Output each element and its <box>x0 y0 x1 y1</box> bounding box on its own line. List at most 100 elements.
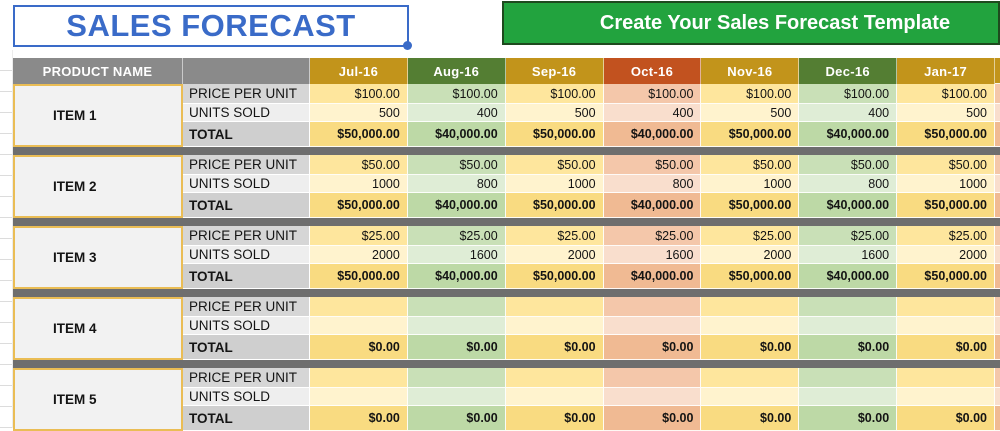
textbox-resize-handle[interactable] <box>403 41 412 50</box>
month-header-jan-17[interactable]: Jan-17 <box>897 58 995 84</box>
price-cell-oct-16[interactable] <box>603 297 702 317</box>
total-cell-jan-17[interactable]: $50,000.00 <box>897 264 995 289</box>
units-cell-dec-16[interactable]: 800 <box>799 175 898 193</box>
row-label-total[interactable]: TOTAL <box>183 406 310 431</box>
row-label-total[interactable]: TOTAL <box>183 264 310 289</box>
row-label-price[interactable]: PRICE PER UNIT <box>183 155 310 175</box>
total-cell-nov-16[interactable]: $0.00 <box>701 406 800 431</box>
product-name-cell[interactable]: ITEM 4 <box>13 297 183 360</box>
units-cell-aug-16[interactable]: 400 <box>407 104 506 122</box>
total-cell-jan-17[interactable]: $50,000.00 <box>897 193 995 218</box>
total-cell-aug-16[interactable]: $0.00 <box>407 335 506 360</box>
row-label-price[interactable]: PRICE PER UNIT <box>183 297 310 317</box>
product-name-cell[interactable]: ITEM 2 <box>13 155 183 218</box>
total-cell-oct-16[interactable]: $0.00 <box>603 335 702 360</box>
price-cell-jul-16[interactable]: $100.00 <box>310 84 408 104</box>
price-cell-jul-16[interactable] <box>310 368 408 388</box>
units-cell-jan-17[interactable] <box>897 388 995 406</box>
month-header-nov-16[interactable]: Nov-16 <box>701 58 800 84</box>
total-cell-sep-16[interactable]: $0.00 <box>505 406 604 431</box>
price-cell-dec-16[interactable] <box>799 368 898 388</box>
row-label-units[interactable]: UNITS SOLD <box>183 388 310 406</box>
units-cell-oct-16[interactable] <box>603 388 702 406</box>
price-cell-jan-17[interactable]: $50.00 <box>897 155 995 175</box>
units-cell-jan-17[interactable]: 500 <box>897 104 995 122</box>
price-cell-jan-17[interactable] <box>897 368 995 388</box>
price-cell-dec-16[interactable] <box>799 297 898 317</box>
row-label-units[interactable]: UNITS SOLD <box>183 175 310 193</box>
total-cell-oct-16[interactable]: $40,000.00 <box>603 122 702 147</box>
price-cell-sep-16[interactable] <box>505 297 604 317</box>
price-cell-aug-16[interactable]: $100.00 <box>407 84 506 104</box>
units-cell-nov-16[interactable]: 1000 <box>701 175 800 193</box>
price-cell-sep-16[interactable]: $50.00 <box>505 155 604 175</box>
total-cell-aug-16[interactable]: $40,000.00 <box>407 264 506 289</box>
total-cell-oct-16[interactable]: $40,000.00 <box>603 193 702 218</box>
product-name-cell[interactable]: ITEM 5 <box>13 368 183 431</box>
total-cell-jan-17[interactable]: $0.00 <box>897 335 995 360</box>
price-cell-jul-16[interactable]: $50.00 <box>310 155 408 175</box>
price-cell-aug-16[interactable]: $25.00 <box>407 226 506 246</box>
price-cell-nov-16[interactable] <box>701 368 800 388</box>
product-name-header[interactable]: PRODUCT NAME <box>13 58 183 84</box>
row-label-units[interactable]: UNITS SOLD <box>183 104 310 122</box>
total-cell-dec-16[interactable]: $40,000.00 <box>799 193 898 218</box>
units-cell-sep-16[interactable]: 2000 <box>505 246 604 264</box>
total-cell-sep-16[interactable]: $50,000.00 <box>505 122 604 147</box>
price-cell-sep-16[interactable]: $100.00 <box>505 84 604 104</box>
units-cell-sep-16[interactable]: 1000 <box>505 175 604 193</box>
price-cell-oct-16[interactable]: $25.00 <box>603 226 702 246</box>
total-cell-jul-16[interactable]: $0.00 <box>310 406 408 431</box>
price-cell-aug-16[interactable] <box>407 368 506 388</box>
units-cell-jul-16[interactable]: 2000 <box>310 246 408 264</box>
total-cell-jul-16[interactable]: $50,000.00 <box>310 264 408 289</box>
units-cell-dec-16[interactable] <box>799 317 898 335</box>
total-cell-oct-16[interactable]: $40,000.00 <box>603 264 702 289</box>
units-cell-jul-16[interactable]: 1000 <box>310 175 408 193</box>
template-banner-button[interactable]: Create Your Sales Forecast Template <box>502 1 1000 45</box>
total-cell-jul-16[interactable]: $0.00 <box>310 335 408 360</box>
row-label-price[interactable]: PRICE PER UNIT <box>183 84 310 104</box>
total-cell-dec-16[interactable]: $40,000.00 <box>799 122 898 147</box>
price-cell-aug-16[interactable]: $50.00 <box>407 155 506 175</box>
month-header-jul-16[interactable]: Jul-16 <box>310 58 408 84</box>
row-label-price[interactable]: PRICE PER UNIT <box>183 226 310 246</box>
units-cell-sep-16[interactable] <box>505 317 604 335</box>
price-cell-nov-16[interactable]: $100.00 <box>701 84 800 104</box>
price-cell-oct-16[interactable] <box>603 368 702 388</box>
product-name-cell[interactable]: ITEM 3 <box>13 226 183 289</box>
row-label-total[interactable]: TOTAL <box>183 193 310 218</box>
units-cell-oct-16[interactable]: 1600 <box>603 246 702 264</box>
units-cell-dec-16[interactable]: 400 <box>799 104 898 122</box>
total-cell-dec-16[interactable]: $0.00 <box>799 406 898 431</box>
total-cell-nov-16[interactable]: $50,000.00 <box>701 264 800 289</box>
total-cell-jul-16[interactable]: $50,000.00 <box>310 193 408 218</box>
units-cell-aug-16[interactable]: 1600 <box>407 246 506 264</box>
units-cell-jul-16[interactable]: 500 <box>310 104 408 122</box>
price-cell-aug-16[interactable] <box>407 297 506 317</box>
units-cell-nov-16[interactable] <box>701 388 800 406</box>
units-cell-dec-16[interactable] <box>799 388 898 406</box>
price-cell-oct-16[interactable]: $50.00 <box>603 155 702 175</box>
price-cell-jul-16[interactable] <box>310 297 408 317</box>
units-cell-jan-17[interactable] <box>897 317 995 335</box>
total-cell-aug-16[interactable]: $40,000.00 <box>407 122 506 147</box>
units-cell-sep-16[interactable] <box>505 388 604 406</box>
price-cell-dec-16[interactable]: $50.00 <box>799 155 898 175</box>
price-cell-nov-16[interactable] <box>701 297 800 317</box>
units-cell-aug-16[interactable]: 800 <box>407 175 506 193</box>
price-cell-sep-16[interactable] <box>505 368 604 388</box>
units-cell-aug-16[interactable] <box>407 388 506 406</box>
total-cell-jan-17[interactable]: $50,000.00 <box>897 122 995 147</box>
total-cell-sep-16[interactable]: $50,000.00 <box>505 193 604 218</box>
total-cell-sep-16[interactable]: $50,000.00 <box>505 264 604 289</box>
row-label-total[interactable]: TOTAL <box>183 335 310 360</box>
row-label-price[interactable]: PRICE PER UNIT <box>183 368 310 388</box>
price-cell-jan-17[interactable]: $25.00 <box>897 226 995 246</box>
total-cell-jan-17[interactable]: $0.00 <box>897 406 995 431</box>
product-name-cell[interactable]: ITEM 1 <box>13 84 183 147</box>
total-cell-oct-16[interactable]: $0.00 <box>603 406 702 431</box>
price-cell-dec-16[interactable]: $100.00 <box>799 84 898 104</box>
row-label-units[interactable]: UNITS SOLD <box>183 246 310 264</box>
units-cell-jan-17[interactable]: 1000 <box>897 175 995 193</box>
